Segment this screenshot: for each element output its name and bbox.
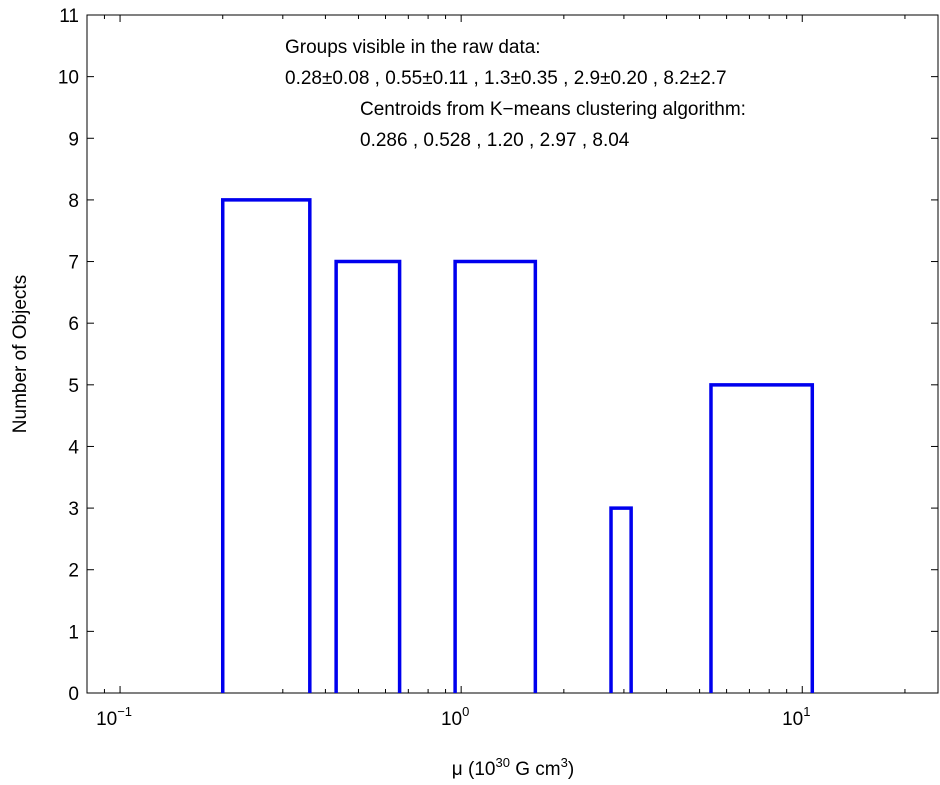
plot-area xyxy=(86,14,939,694)
x-tick-label: 100 xyxy=(441,704,469,730)
x-axis-title: μ (1030 G cm3) xyxy=(452,755,574,780)
y-tick-labels: 0 1 2 3 4 5 6 7 8 9 10 11 xyxy=(58,6,80,705)
y-tick-label: 10 xyxy=(58,68,79,89)
y-tick-label: 0 xyxy=(68,684,79,705)
annotation-centroids-values: 0.286 , 0.528 , 1.20 , 2.97 , 8.04 xyxy=(360,130,630,151)
histogram-bar xyxy=(609,506,633,693)
y-tick-label: 9 xyxy=(68,129,79,150)
annotation-groups-values: 0.28±0.08 , 0.55±0.11 , 1.3±0.35 , 2.9±0… xyxy=(285,68,727,89)
histogram-bar xyxy=(709,383,815,693)
x-axis-title-exp: 30 xyxy=(495,755,509,770)
annotation-centroids-title: Centroids from K−means clustering algori… xyxy=(360,99,746,120)
x-axis-title-exp2: 3 xyxy=(561,755,568,770)
y-tick-label: 3 xyxy=(68,499,79,520)
axis-ticks xyxy=(86,14,938,694)
histogram-bar xyxy=(453,259,538,693)
y-tick-label: 8 xyxy=(68,191,79,212)
x-tick-label: 101 xyxy=(782,704,810,730)
x-axis-title-prefix: μ (10 xyxy=(452,759,496,780)
y-tick-label: 7 xyxy=(68,253,79,274)
y-tick-label: 6 xyxy=(68,314,79,335)
histogram-bar xyxy=(334,259,402,693)
y-tick-label: 11 xyxy=(59,6,79,27)
histogram-bins xyxy=(220,198,815,693)
y-tick-label: 1 xyxy=(68,622,79,643)
histogram-bar xyxy=(220,198,312,693)
y-tick-label: 4 xyxy=(68,437,79,458)
x-axis-title-suffix: G cm xyxy=(510,759,561,780)
x-tick-label: 10−1 xyxy=(96,704,132,730)
x-tick-labels: 10−1 100 101 xyxy=(96,704,810,730)
y-tick-label: 2 xyxy=(68,561,79,582)
y-tick-label: 5 xyxy=(68,376,79,397)
y-axis-title: Number of Objects xyxy=(10,275,31,433)
annotation-groups-title: Groups visible in the raw data: xyxy=(285,37,541,58)
x-axis-title-close: ) xyxy=(568,759,574,780)
